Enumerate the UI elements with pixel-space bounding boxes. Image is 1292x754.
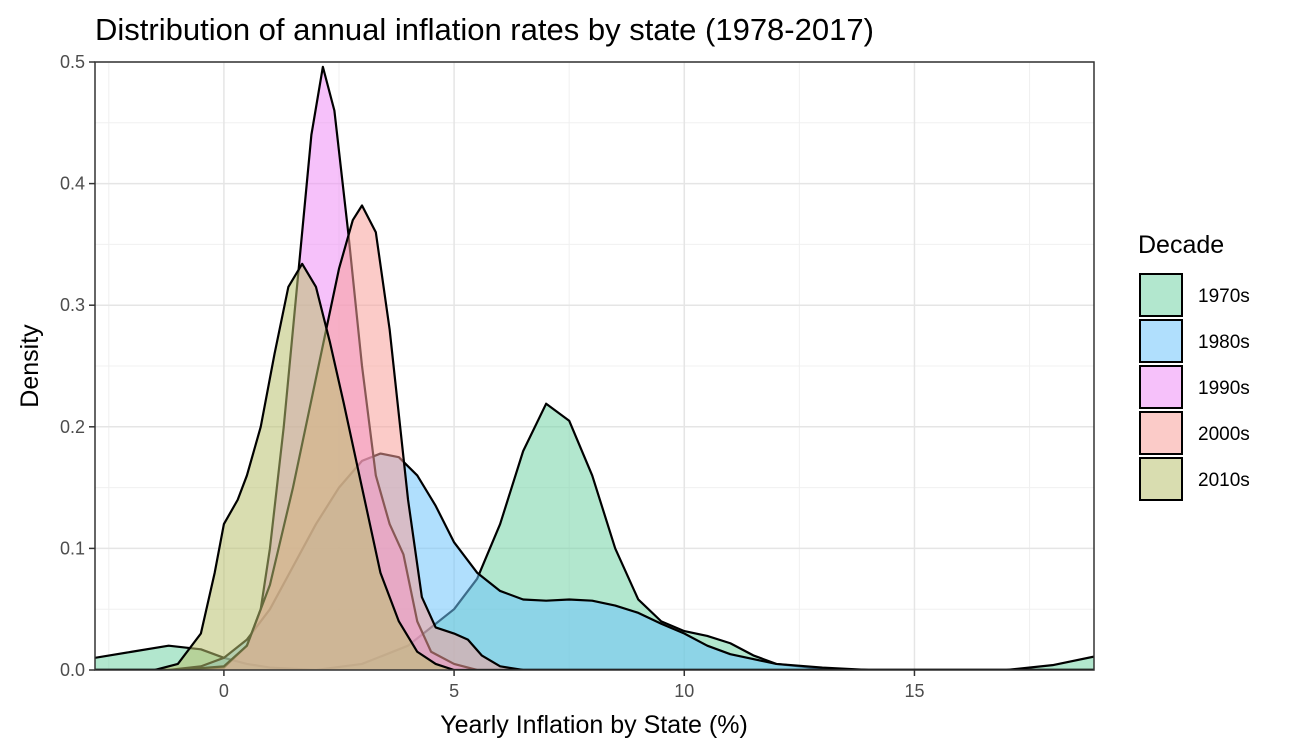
legend-label-1980s: 1980s	[1198, 332, 1250, 353]
legend-swatch-2000s	[1139, 411, 1183, 455]
legend-title: Decade	[1138, 231, 1224, 259]
y-tick-label: 0.0	[60, 660, 85, 680]
density-area-1970s	[95, 403, 1094, 670]
y-tick-label: 0.4	[60, 174, 85, 194]
legend-label-2010s: 2010s	[1198, 470, 1250, 491]
legend-swatch-1980s	[1139, 319, 1183, 363]
density-outline-2010s	[95, 262, 1094, 670]
density-areas	[95, 65, 1094, 670]
legend-label-1990s: 1990s	[1198, 378, 1250, 399]
legend-label-2000s: 2000s	[1198, 424, 1250, 445]
legend-swatch-1990s	[1139, 365, 1183, 409]
x-tick-label: 15	[904, 681, 924, 701]
x-tick-label: 10	[674, 681, 694, 701]
legend: Decade 1970s 1980s 1990s 2000s 2010s	[1138, 231, 1250, 501]
plot-panel: 0.0 0.1 0.2 0.3 0.4 0.5 0 5 10 15	[60, 52, 1095, 701]
legend-label-1970s: 1970s	[1198, 286, 1250, 307]
y-tick-label: 0.2	[60, 417, 85, 437]
panel-border	[94, 61, 1095, 671]
chart-title: Distribution of annual inflation rates b…	[95, 12, 874, 47]
density-area-2010s	[95, 263, 1094, 670]
y-tick-label: 0.5	[60, 52, 85, 72]
x-axis-title: Yearly Inflation by State (%)	[440, 711, 748, 739]
y-tick-label: 0.1	[60, 538, 85, 558]
y-axis-title: Density	[16, 324, 44, 408]
x-tick-label: 5	[449, 681, 459, 701]
legend-swatch-2010s	[1139, 457, 1183, 501]
legend-swatch-1970s	[1139, 273, 1183, 317]
x-tick-label: 0	[219, 681, 229, 701]
y-tick-label: 0.3	[60, 295, 85, 315]
